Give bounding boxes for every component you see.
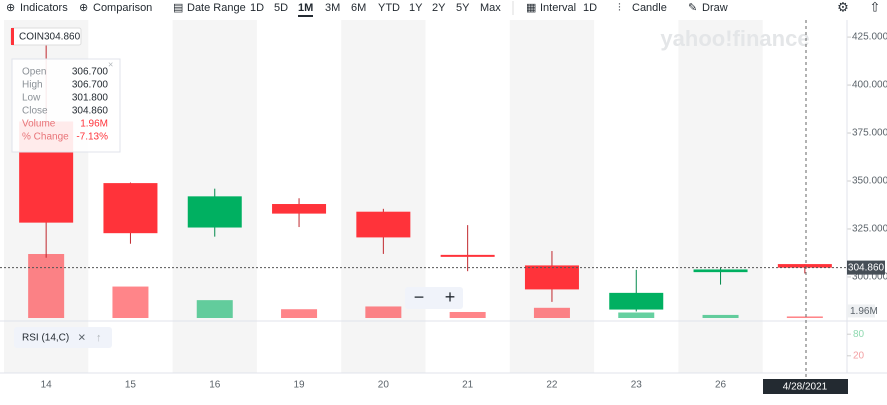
symbol: COIN	[19, 32, 44, 43]
candle-body	[440, 254, 495, 257]
rsi-header	[14, 327, 112, 348]
x-tick-label: 21	[462, 380, 474, 391]
toolbar-item[interactable]: 1D	[583, 2, 597, 14]
last-price-tag	[847, 260, 885, 275]
candle-body	[693, 269, 748, 273]
column-shade	[509, 20, 595, 373]
toolbar-item[interactable]: Max	[480, 2, 501, 14]
toolbar-item[interactable]: 6M	[351, 2, 366, 14]
volume-bar	[28, 254, 65, 318]
candle-body	[356, 211, 411, 238]
zoom-out[interactable]: −	[414, 287, 425, 307]
zoom-box	[405, 287, 463, 309]
toolbar-item[interactable]: 5Y	[456, 2, 470, 14]
volume-bar	[281, 309, 318, 318]
zoom-in[interactable]: +	[445, 287, 456, 307]
candle-body	[777, 264, 832, 268]
toolbar-item[interactable]: Draw	[702, 2, 728, 14]
y-tick-label: 375.000	[852, 128, 887, 139]
volume-bar	[786, 316, 823, 318]
crosshair-date: 4/28/2021	[783, 382, 828, 393]
x-tick-label: 26	[715, 380, 727, 391]
tooltip-value: 304.860	[72, 106, 109, 117]
toolbar-item[interactable]: 2Y	[432, 2, 446, 14]
x-tick-label: 14	[41, 380, 53, 391]
y-tick-label: 425.000	[852, 32, 887, 43]
toolbar-item[interactable]: Candle	[632, 2, 667, 14]
toolbar-item[interactable]: Interval	[540, 2, 576, 14]
active-underline	[298, 15, 313, 17]
toolbar-item[interactable]: 3M	[325, 2, 340, 14]
tooltip-close[interactable]: ×	[108, 59, 113, 69]
column-shade	[678, 20, 763, 373]
x-tick-label: 22	[546, 380, 558, 391]
rsi-up[interactable]: ↑	[96, 332, 102, 344]
settings-icon[interactable]: ⚙	[837, 0, 849, 14]
toolbar-item[interactable]: 1D	[250, 2, 264, 14]
x-tick-label: 23	[631, 380, 643, 391]
x-tick-label: 15	[125, 380, 137, 391]
x-tick-label: 19	[293, 380, 305, 391]
tooltip-label: Close	[22, 106, 48, 117]
volume-bar	[618, 312, 655, 318]
toolbar-icon[interactable]: ✎	[688, 2, 697, 14]
toolbar-icon[interactable]: ⊕	[6, 2, 15, 14]
toolbar-icon[interactable]: ⫶	[618, 2, 621, 14]
y-tick-label: 300.000	[852, 272, 887, 283]
tooltip-value: 306.700	[72, 67, 109, 78]
tooltip-label: Open	[22, 67, 46, 78]
toolbar-item[interactable]: Date Range	[187, 2, 246, 14]
y-tick-label: 325.000	[852, 224, 887, 235]
volume-tag	[847, 304, 875, 318]
candle-body	[609, 292, 664, 310]
toolbar-item[interactable]: Comparison	[93, 2, 152, 14]
rsi-tick-label: 20	[853, 350, 865, 361]
candle-body	[524, 265, 579, 290]
tooltip-label: Volume	[22, 119, 56, 130]
candle-body	[187, 196, 242, 228]
tooltip-value: 1.96M	[80, 119, 108, 130]
tooltip-label: High	[22, 80, 43, 91]
column-shade	[341, 20, 426, 373]
candle-body	[272, 204, 327, 214]
toolbar-item[interactable]: 1Y	[409, 2, 423, 14]
x-tick-label: 20	[378, 380, 390, 391]
rsi-label: RSI (14,C)	[22, 333, 69, 344]
y-tick-label: 350.000	[852, 176, 887, 187]
tooltip-value: -7.13%	[76, 132, 108, 143]
toolbar-item[interactable]: Indicators	[20, 2, 68, 14]
rsi-tick-label: 80	[853, 329, 865, 340]
volume-bar	[196, 300, 233, 318]
symbol-price: 304.860	[44, 32, 81, 43]
toolbar-icon[interactable]: ⊕	[79, 2, 88, 14]
x-tick-label: 16	[209, 380, 221, 391]
symbol-marker	[11, 28, 14, 45]
toolbar-icon[interactable]: ▦	[526, 2, 536, 14]
crosshair-date-tag	[763, 379, 848, 394]
toolbar-item[interactable]: 5D	[274, 2, 288, 14]
candle-body	[103, 183, 158, 234]
last-price-label: 304.860	[848, 262, 885, 273]
toolbar-item[interactable]: YTD	[378, 2, 400, 14]
volume-bar	[533, 307, 570, 318]
toolbar-icon[interactable]: ▤	[173, 2, 183, 14]
volume-bar	[449, 311, 486, 318]
volume-bar	[365, 306, 402, 318]
volume-bar	[112, 286, 149, 318]
volume-bar	[702, 314, 739, 318]
volume-tag-label: 1.96M	[850, 306, 878, 317]
tooltip-value: 306.700	[72, 80, 109, 91]
watermark: yahoo!finance	[660, 26, 809, 51]
share-icon[interactable]: ⇧	[870, 0, 881, 14]
toolbar-item[interactable]: 1M	[298, 2, 313, 14]
tooltip-label: % Change	[22, 132, 69, 143]
rsi-close[interactable]: ×	[78, 329, 86, 344]
tooltip-value: 301.800	[72, 93, 109, 104]
tooltip	[11, 58, 121, 153]
y-tick-label: 400.000	[852, 80, 887, 91]
tooltip-label: Low	[22, 93, 41, 104]
